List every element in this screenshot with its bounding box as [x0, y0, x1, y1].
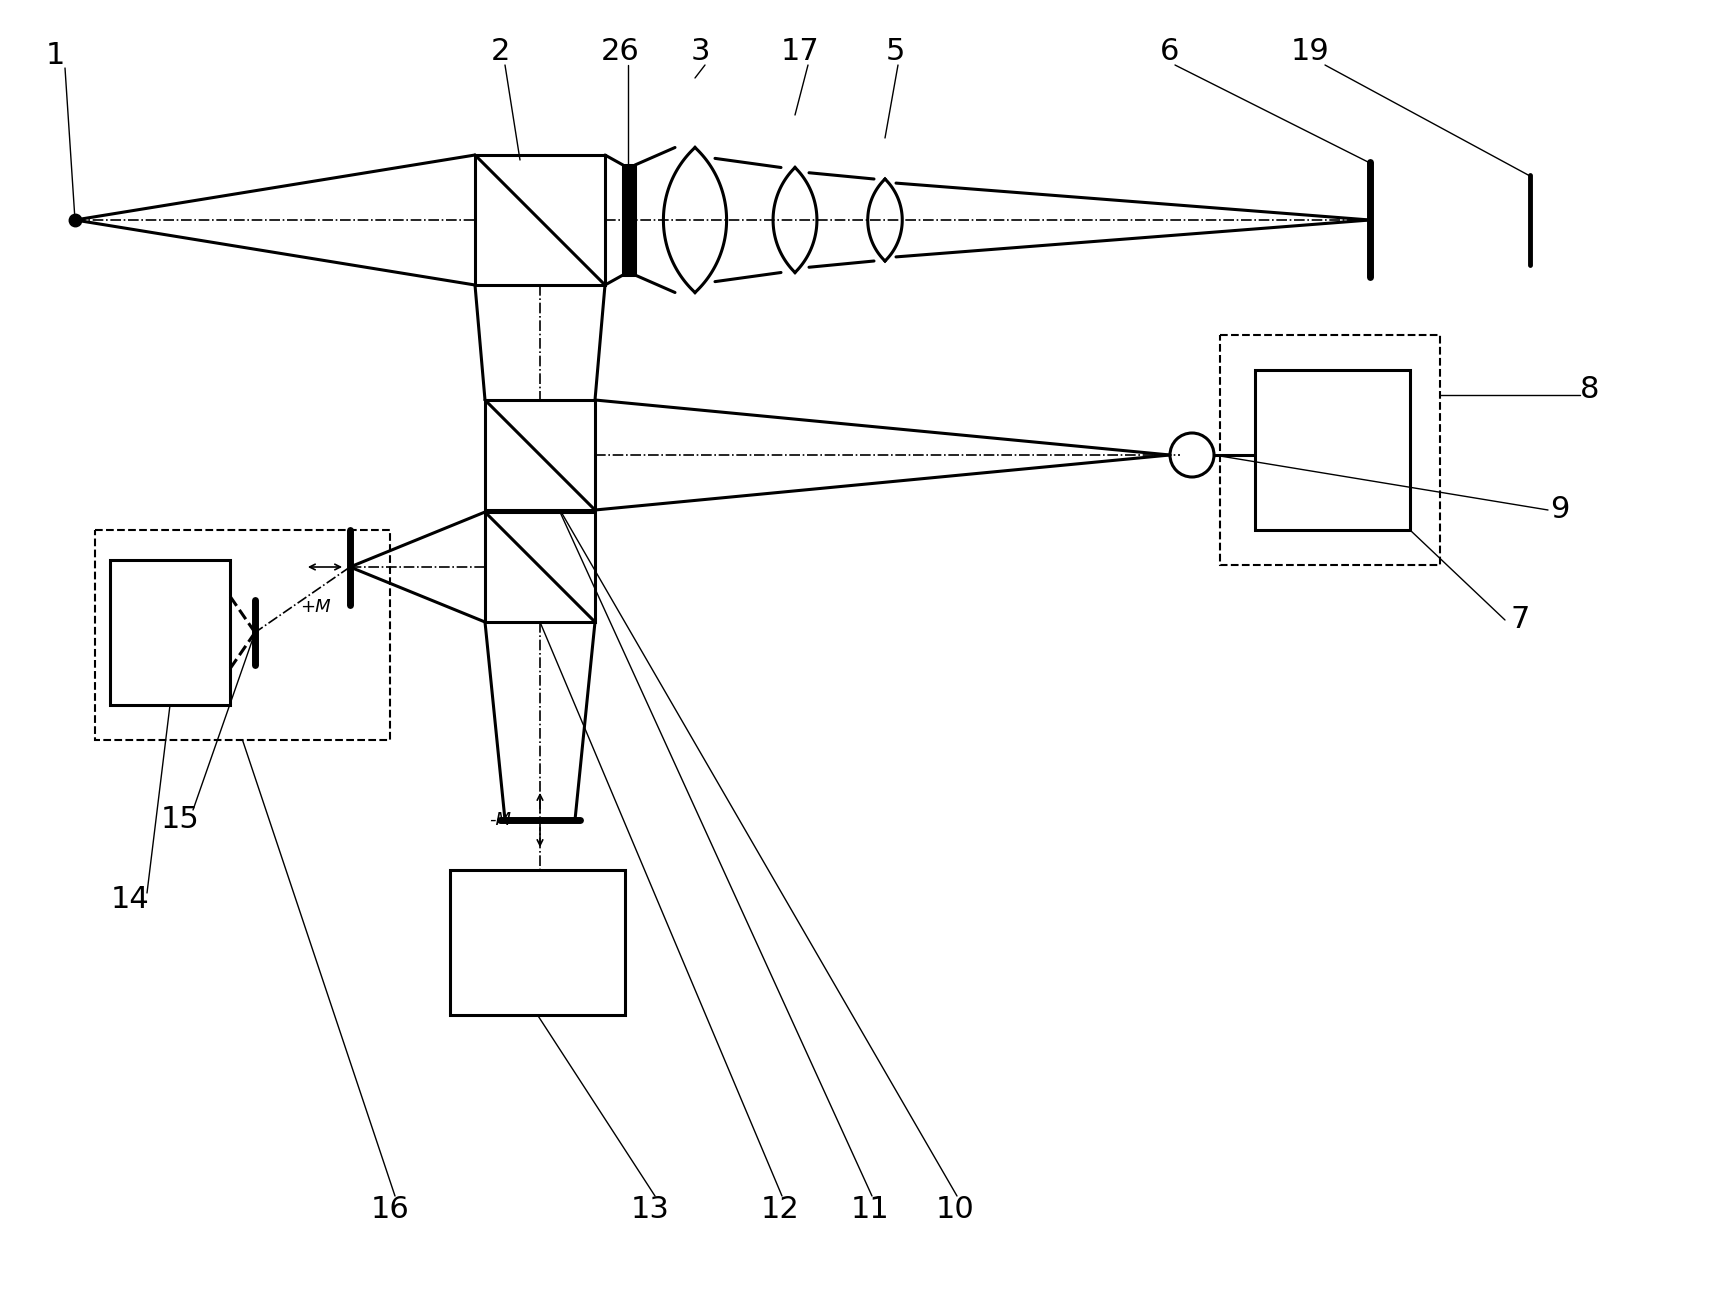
Text: 12: 12 [760, 1195, 800, 1225]
Text: 5: 5 [885, 37, 905, 66]
Text: 2: 2 [491, 37, 510, 66]
Text: 1: 1 [45, 40, 64, 70]
Text: -M: -M [489, 811, 511, 829]
Text: 26: 26 [601, 37, 639, 66]
Text: 7: 7 [1510, 606, 1529, 634]
Bar [486, 512, 594, 621]
Bar [449, 870, 626, 1016]
Text: +M: +M [299, 598, 330, 616]
Text: 19: 19 [1291, 37, 1329, 66]
Text: 8: 8 [1579, 376, 1600, 404]
Bar [475, 155, 605, 286]
Bar [1255, 370, 1410, 530]
Text: 10: 10 [935, 1195, 975, 1225]
Text: 3: 3 [689, 37, 710, 66]
Text: 16: 16 [370, 1195, 410, 1225]
Text: 17: 17 [781, 37, 819, 66]
Text: 6: 6 [1159, 37, 1180, 66]
Text: 11: 11 [850, 1195, 890, 1225]
Text: 9: 9 [1550, 496, 1569, 525]
Bar [95, 530, 391, 740]
Bar [624, 165, 634, 275]
Text: 15: 15 [161, 805, 199, 835]
Bar [111, 559, 230, 705]
Bar [486, 401, 594, 510]
Text: 13: 13 [631, 1195, 669, 1225]
Bar [1220, 335, 1439, 565]
Text: 14: 14 [111, 885, 149, 915]
